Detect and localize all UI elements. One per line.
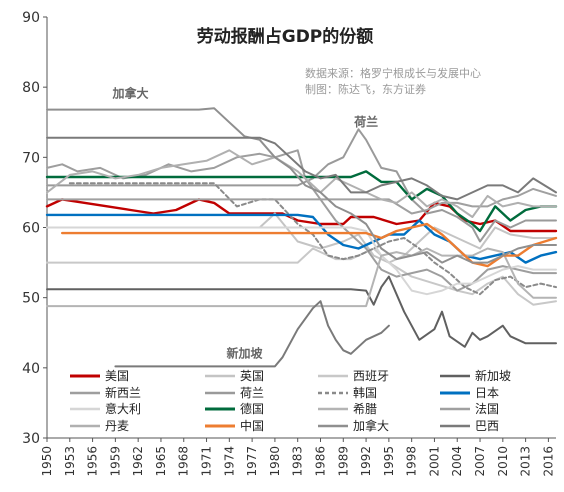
source-line-2: 制图：陈达飞，东方证券 bbox=[305, 82, 426, 96]
legend-entry: 西班牙 bbox=[353, 369, 389, 383]
series-line-韩国 bbox=[68, 182, 557, 296]
x-tick-label: 2004 bbox=[450, 446, 464, 477]
legend-entry: 丹麦 bbox=[105, 419, 129, 433]
y-tick-label: 50 bbox=[22, 291, 40, 307]
legend-entry: 德国 bbox=[240, 401, 264, 416]
legend-entry: 韩国 bbox=[353, 385, 377, 400]
series-line-加拿大 bbox=[46, 107, 557, 264]
legend-entry: 法国 bbox=[475, 402, 499, 416]
chart-title: 劳动报酬占GDP的份额 bbox=[197, 26, 374, 47]
x-tick-label: 1986 bbox=[313, 446, 327, 477]
series-line-新西兰 bbox=[46, 149, 557, 292]
x-tick-label: 1980 bbox=[268, 446, 282, 477]
x-tick-label: 2007 bbox=[473, 446, 487, 477]
x-tick-label: 1974 bbox=[222, 446, 236, 477]
legend-entry: 荷兰 bbox=[240, 386, 264, 400]
x-tick-label: 1971 bbox=[200, 446, 214, 477]
x-tick-label: 2013 bbox=[519, 446, 533, 477]
annotation-label: 荷兰 bbox=[353, 114, 378, 129]
series-line-法国 bbox=[46, 187, 557, 215]
x-tick-label: 1953 bbox=[63, 446, 77, 477]
y-tick-label: 40 bbox=[22, 361, 40, 377]
x-tick-label: 2010 bbox=[496, 446, 510, 477]
series-line-丹麦 bbox=[46, 149, 557, 218]
series-line-新加坡 bbox=[46, 275, 557, 348]
series-line-美国 bbox=[45, 198, 558, 233]
x-tick-label: 1956 bbox=[86, 446, 100, 477]
y-tick-label: 70 bbox=[22, 150, 40, 166]
x-tick-label: 2016 bbox=[541, 446, 555, 477]
series-line-巴西 bbox=[46, 136, 557, 201]
x-tick-label: 1950 bbox=[40, 446, 54, 477]
annotation-label: 新加坡 bbox=[227, 345, 264, 360]
x-tick-label: 1983 bbox=[291, 446, 305, 477]
legend-entry: 巴西 bbox=[475, 419, 499, 433]
title-block: 劳动报酬占GDP的份额 数据来源：格罗宁根成长与发展中心 制图：陈达飞，东方证券 bbox=[197, 26, 481, 96]
x-tick-label: 1992 bbox=[359, 446, 373, 477]
x-tick-label: 1998 bbox=[405, 446, 419, 477]
x-tick-label: 1989 bbox=[336, 446, 350, 477]
series-lines bbox=[45, 107, 558, 368]
y-tick-label: 90 bbox=[22, 10, 40, 26]
series-line-荷兰 bbox=[46, 128, 557, 243]
legend-entry: 意大利 bbox=[105, 401, 141, 416]
x-tick-label: 2001 bbox=[427, 446, 441, 477]
y-tick-label: 30 bbox=[22, 431, 40, 447]
legend-entry: 新加坡 bbox=[475, 368, 511, 383]
legend-background bbox=[62, 369, 554, 437]
x-tick-label: 1962 bbox=[131, 446, 145, 477]
series-line-中国 bbox=[61, 222, 558, 268]
legend-entry: 加拿大 bbox=[353, 418, 389, 433]
series-line-意大利 bbox=[46, 226, 557, 296]
legend-entry: 美国 bbox=[105, 369, 129, 383]
y-tick-label: 80 bbox=[22, 80, 40, 96]
y-tick-label: 60 bbox=[22, 221, 40, 237]
legend-entry: 英国 bbox=[240, 369, 264, 383]
axes: 30 40 50 60 70 80 90 1950 1953 1956 1959 1962 1965 19… bbox=[22, 10, 556, 477]
annotation-label: 加拿大 bbox=[112, 86, 149, 101]
x-tick-label: 1965 bbox=[154, 446, 168, 477]
x-tick-label: 1995 bbox=[382, 446, 396, 477]
x-tick-label: 1977 bbox=[245, 446, 259, 477]
series-line-新加坡-ext bbox=[114, 300, 390, 368]
legend-entry: 中国 bbox=[240, 418, 264, 433]
x-tick-label: 1968 bbox=[177, 446, 191, 477]
source-line-1: 数据来源：格罗宁根成长与发展中心 bbox=[305, 66, 481, 80]
legend-entry: 新西兰 bbox=[105, 385, 141, 400]
x-tick-label: 1959 bbox=[108, 446, 122, 477]
legend-entry: 希腊 bbox=[353, 401, 377, 416]
legend-entry: 日本 bbox=[475, 386, 499, 400]
